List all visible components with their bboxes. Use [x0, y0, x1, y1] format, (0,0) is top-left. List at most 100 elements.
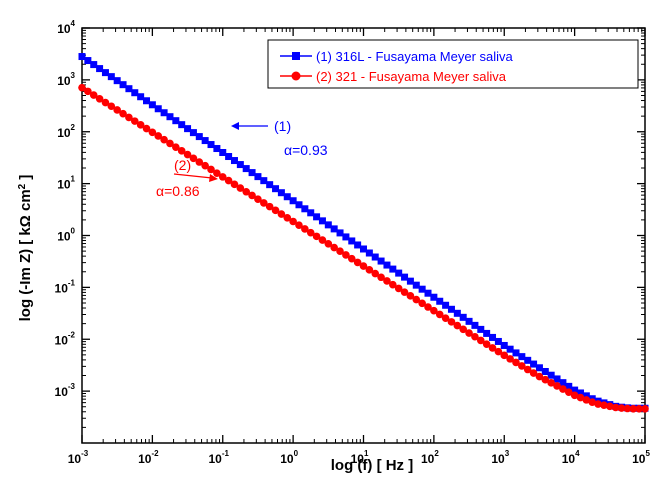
annotation-series-1-label: (1) — [274, 118, 291, 134]
series-1-point — [518, 353, 526, 361]
series-2-point — [324, 240, 333, 248]
series-2-point — [195, 158, 204, 166]
series-2-point — [582, 396, 591, 404]
series-2-point — [377, 273, 385, 282]
series-2-point — [265, 202, 274, 211]
series-2-point — [447, 318, 456, 326]
series-2-point — [541, 375, 550, 384]
series-1-point — [371, 253, 379, 261]
y-tick-label: 104 — [57, 19, 75, 36]
series-2-point — [453, 321, 462, 330]
series-1-point — [272, 185, 280, 193]
series-2-point — [518, 362, 526, 370]
x-tick-label: 105 — [632, 449, 650, 466]
series-2-point — [142, 124, 151, 133]
series-1-point — [418, 285, 426, 293]
series-1-point — [436, 297, 444, 305]
series-2-point — [389, 280, 397, 289]
x-axis-title: log (f) [ Hz ] — [331, 457, 413, 474]
series-1-point — [313, 213, 321, 221]
series-2-point — [113, 106, 121, 114]
series-2-point — [84, 87, 92, 96]
series-2-point — [465, 329, 473, 337]
series-1-point — [360, 245, 367, 253]
series-2-point — [318, 236, 327, 244]
series-1-point — [512, 349, 520, 357]
series-2-point — [95, 95, 104, 103]
series-2-point — [224, 176, 233, 185]
series-1-point — [582, 392, 590, 400]
annotation-series-2-label: (2) — [174, 157, 191, 173]
series-2-point — [553, 382, 561, 390]
series-1-point — [301, 205, 309, 213]
series-1-point — [260, 177, 268, 185]
series-1-point — [131, 89, 139, 97]
series-1-point — [283, 193, 291, 201]
y-tick-label: 10-3 — [55, 382, 76, 399]
series-1-point — [184, 125, 192, 133]
series-1-point — [248, 169, 256, 177]
legend: (1) 316L - Fusayama Meyer saliva (2) 321… — [267, 39, 639, 89]
annotation-series-1-alpha: α=0.93 — [284, 142, 328, 158]
series-2-point — [218, 173, 227, 181]
series-2-point — [494, 347, 503, 356]
series-2-point — [260, 199, 268, 207]
series-2-point — [107, 102, 116, 111]
legend-label-series-1: (1) 316L - Fusayama Meyer saliva — [316, 49, 514, 64]
series-2-point — [312, 232, 321, 241]
series-2-point — [365, 266, 374, 274]
legend-marker-series-2 — [291, 71, 301, 81]
series-1-point — [442, 301, 450, 309]
series-2-point — [506, 355, 514, 363]
series-2-point — [166, 139, 174, 148]
arrowhead-icon — [231, 122, 239, 130]
series-2-point — [594, 400, 602, 408]
series-1-point — [266, 181, 274, 189]
legend-label-series-2: (2) 321 - Fusayama Meyer saliva — [316, 69, 507, 84]
annotation-series-2-alpha: α=0.86 — [156, 183, 200, 199]
series-2-point — [441, 314, 450, 322]
series-1-point — [254, 173, 262, 181]
annotation-series-2: (2) α=0.86 — [156, 157, 218, 199]
series-1-point — [189, 129, 197, 137]
series-2-point — [394, 284, 403, 293]
series-2-point — [500, 351, 509, 360]
series-2-point — [559, 385, 567, 393]
series-1-point — [101, 69, 109, 77]
series-2-point — [125, 113, 133, 122]
series-2-point — [353, 258, 362, 267]
series-1-point — [160, 109, 168, 117]
series-1-point — [424, 289, 432, 297]
y-tick-label: 10-2 — [55, 330, 76, 347]
series-2-point — [435, 310, 444, 319]
series-2-point — [289, 217, 297, 226]
x-tick-label: 101 — [351, 449, 369, 466]
annotation-series-1: (1) α=0.93 — [231, 118, 328, 158]
x-tick-label: 10-3 — [68, 449, 89, 466]
series-2-point — [535, 372, 544, 381]
series-1-point — [406, 277, 414, 285]
y-tick-label: 103 — [57, 71, 75, 88]
series-1-point — [383, 261, 391, 269]
series-1 — [78, 53, 649, 412]
series-1-point — [354, 241, 362, 249]
series-1-point — [178, 121, 186, 129]
series-2-point — [189, 154, 198, 163]
series-1-point — [389, 265, 397, 273]
series-1-point — [143, 97, 151, 105]
series-1-point — [547, 371, 555, 379]
series-1-point — [412, 281, 420, 289]
series-1-point — [530, 360, 538, 368]
series-2-point — [564, 388, 573, 396]
series-1-point — [195, 133, 203, 141]
series-2-point — [160, 135, 168, 144]
series-1-point — [453, 309, 461, 317]
series-1-point — [541, 367, 549, 375]
series-1-point — [447, 305, 455, 313]
series-2-point — [154, 132, 163, 140]
series-2-point — [347, 254, 356, 263]
legend-item-series-1: (1) 316L - Fusayama Meyer saliva — [280, 49, 514, 64]
series-1-point — [154, 105, 162, 113]
series-1-point — [395, 269, 403, 277]
series-2-point — [600, 401, 608, 409]
